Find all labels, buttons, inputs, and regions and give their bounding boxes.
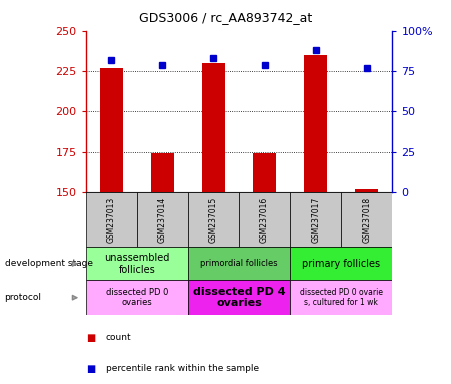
Bar: [290, 247, 392, 280]
Bar: [355, 189, 378, 192]
Bar: [239, 192, 290, 247]
Text: count: count: [106, 333, 132, 343]
Text: ■: ■: [86, 364, 95, 374]
Bar: [86, 247, 188, 280]
Text: GDS3006 / rc_AA893742_at: GDS3006 / rc_AA893742_at: [139, 12, 312, 25]
Bar: [86, 192, 137, 247]
Bar: [253, 153, 276, 192]
Text: dissected PD 4
ovaries: dissected PD 4 ovaries: [193, 287, 285, 308]
Text: GSM237013: GSM237013: [107, 197, 116, 243]
Bar: [151, 153, 174, 192]
Bar: [86, 280, 188, 315]
Text: dissected PD 0 ovarie
s, cultured for 1 wk: dissected PD 0 ovarie s, cultured for 1 …: [300, 288, 383, 307]
Text: GSM237014: GSM237014: [158, 197, 167, 243]
Text: percentile rank within the sample: percentile rank within the sample: [106, 364, 259, 373]
Text: GSM237018: GSM237018: [362, 197, 371, 243]
Bar: [100, 68, 123, 192]
Text: GSM237015: GSM237015: [209, 197, 218, 243]
Text: primordial follicles: primordial follicles: [200, 259, 278, 268]
Bar: [341, 192, 392, 247]
Text: primary follicles: primary follicles: [302, 259, 380, 269]
Text: unassembled
follicles: unassembled follicles: [104, 253, 170, 275]
Bar: [290, 192, 341, 247]
Text: development stage: development stage: [5, 259, 92, 268]
Text: GSM237017: GSM237017: [311, 197, 320, 243]
Bar: [188, 192, 239, 247]
Bar: [290, 280, 392, 315]
Bar: [304, 55, 327, 192]
Text: GSM237016: GSM237016: [260, 197, 269, 243]
Bar: [137, 192, 188, 247]
Bar: [188, 280, 290, 315]
Bar: [188, 247, 290, 280]
Text: ■: ■: [86, 333, 95, 343]
Text: dissected PD 0
ovaries: dissected PD 0 ovaries: [106, 288, 168, 307]
Text: protocol: protocol: [5, 293, 41, 302]
Bar: [202, 63, 225, 192]
